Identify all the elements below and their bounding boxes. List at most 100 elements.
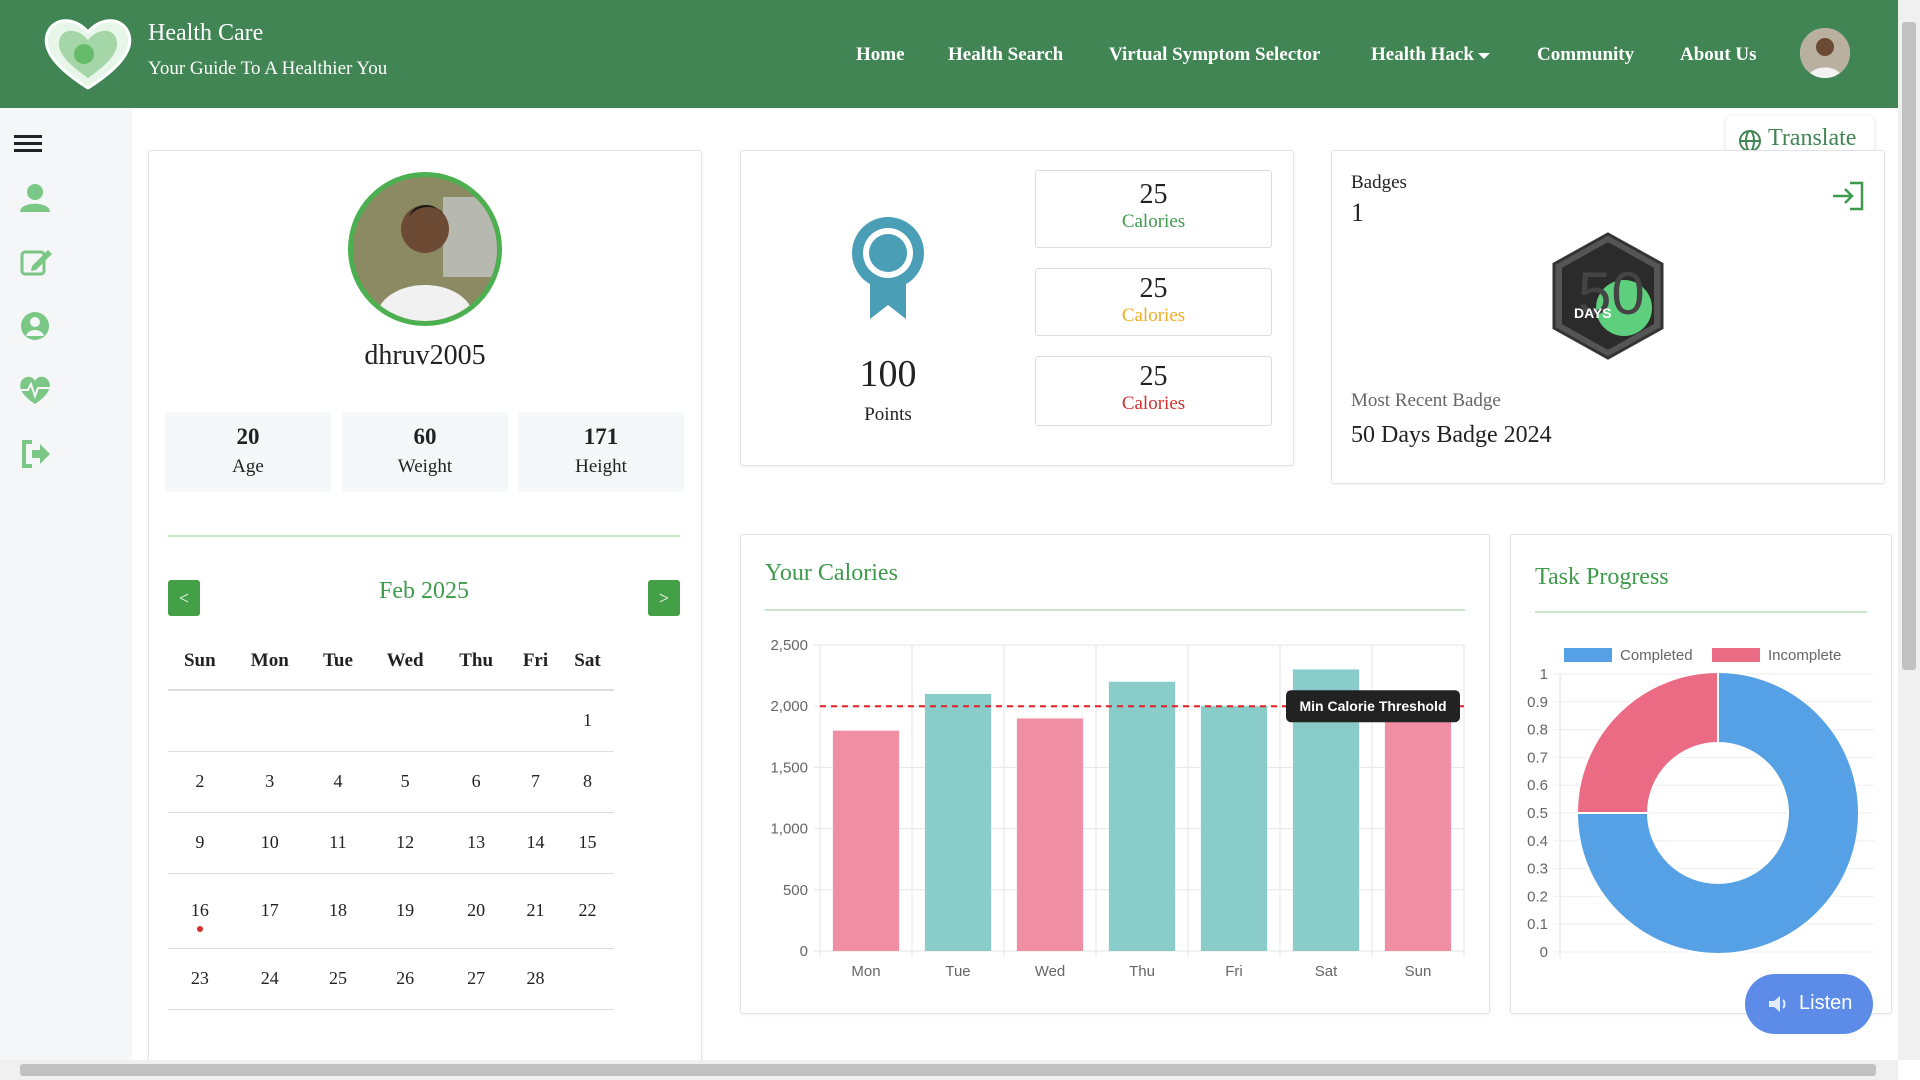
badge-days-text: DAYS (1574, 305, 1612, 321)
nav-virtual-symptom-selector[interactable]: Virtual Symptom Selector (1109, 44, 1321, 65)
calendar-day[interactable]: 28 (510, 948, 561, 1010)
calendar-day[interactable]: 4 (307, 751, 369, 813)
horizontal-scrollbar-thumb[interactable] (20, 1064, 1876, 1076)
stat-height-label: Height (575, 456, 627, 477)
stat-height: 171 Height (518, 412, 684, 492)
calendar-day[interactable]: 23 (168, 948, 232, 1010)
nav-about-us[interactable]: About Us (1680, 44, 1757, 65)
bar (1384, 712, 1452, 951)
sidebar (0, 108, 132, 1060)
stat-weight: 60 Weight (342, 412, 508, 492)
threshold-label: Min Calorie Threshold (1299, 698, 1446, 714)
calendar-day[interactable]: 11 (307, 812, 369, 874)
sign-out-icon[interactable] (14, 432, 58, 476)
top-navbar: Health Care Your Guide To A Healthier Yo… (0, 0, 1898, 108)
y-tick-label: 1,000 (770, 821, 808, 838)
y-tick-label: 0.4 (1527, 833, 1548, 850)
points-label: Points (864, 404, 912, 425)
weekday-header: Sun (168, 632, 232, 691)
brand-title[interactable]: Health Care (148, 20, 264, 46)
y-tick-label: 0.9 (1527, 694, 1548, 711)
calendar-prev-button[interactable]: < (168, 580, 200, 616)
calendar-day[interactable]: 7 (510, 751, 561, 813)
calendar-day-label: 16 (190, 900, 209, 920)
sign-in-icon[interactable] (1830, 180, 1866, 212)
calendar-day[interactable]: 26 (368, 948, 443, 1010)
calorie-label: Calories (1121, 305, 1186, 326)
calendar-day[interactable]: 17 (231, 873, 308, 949)
user-avatar[interactable] (1800, 28, 1850, 78)
edit-icon[interactable] (14, 240, 58, 284)
calendar-day[interactable]: 1 (560, 690, 614, 752)
nav-health-hack[interactable]: Health Hack (1371, 44, 1490, 66)
recent-badge-label: Most Recent Badge (1351, 390, 1501, 411)
horizontal-scrollbar[interactable] (0, 1060, 1898, 1080)
x-tick-label: Wed (1035, 963, 1066, 980)
calendar-day[interactable] (560, 948, 614, 1010)
y-tick-label: 1,500 (770, 759, 808, 776)
bar (1200, 706, 1268, 951)
calendar-day[interactable]: 25 (307, 948, 369, 1010)
x-tick-label: Sun (1405, 963, 1432, 980)
chevron-down-icon (1477, 52, 1490, 59)
profile-divider (168, 535, 680, 537)
calendar-day[interactable]: 19 (368, 873, 443, 949)
user-circle-icon[interactable] (14, 304, 58, 348)
y-tick-label: 0 (800, 943, 808, 960)
bar (1108, 681, 1176, 951)
vertical-scrollbar-thumb[interactable] (1902, 22, 1916, 670)
calendar-day[interactable]: 8 (560, 751, 614, 813)
calendar-day[interactable]: 12 (368, 812, 443, 874)
nav-health-search[interactable]: Health Search (948, 44, 1064, 65)
calendar-day[interactable]: 21 (510, 873, 561, 949)
calendar-day[interactable] (368, 690, 443, 752)
calendar-day[interactable] (510, 690, 561, 752)
calendar-day[interactable]: 5 (368, 751, 443, 813)
bar (832, 730, 900, 951)
menu-icon[interactable] (14, 122, 58, 166)
calendar-table: Sun Mon Tue Wed Thu Fri Sat 1 2 3 4 5 6 … (168, 632, 614, 1010)
y-tick-label: 500 (783, 882, 808, 899)
calendar-day[interactable]: 15 (560, 812, 614, 874)
calendar-day[interactable] (307, 690, 369, 752)
calorie-value: 25 (1139, 179, 1168, 210)
weekday-header: Mon (231, 632, 308, 691)
calendar-day[interactable]: 27 (442, 948, 511, 1010)
event-dot-icon (196, 925, 203, 932)
calorie-card: 25 Calories (1035, 268, 1272, 336)
weekday-header: Sat (560, 632, 614, 691)
y-tick-label: 0 (1540, 944, 1548, 961)
calendar-day[interactable]: 10 (231, 812, 308, 874)
calendar-day-marked[interactable]: 16 (168, 873, 232, 949)
threshold-label-box (1286, 690, 1460, 723)
calendar-day[interactable]: 24 (231, 948, 308, 1010)
bar (924, 693, 992, 951)
badges-title: Badges (1351, 172, 1407, 193)
calendar-day[interactable]: 20 (442, 873, 511, 949)
badges-count: 1 (1351, 198, 1364, 227)
listen-button[interactable]: Listen (1745, 974, 1873, 1034)
calendar-day[interactable] (168, 690, 232, 752)
calendar-day[interactable] (231, 690, 308, 752)
calendar-day[interactable]: 18 (307, 873, 369, 949)
calendar-day[interactable]: 2 (168, 751, 232, 813)
stat-height-value: 171 (583, 424, 619, 449)
heart-logo-icon[interactable] (40, 14, 136, 92)
calendar-day[interactable]: 9 (168, 812, 232, 874)
nav-home[interactable]: Home (856, 44, 905, 65)
weekday-header: Tue (307, 632, 369, 691)
calendar-day[interactable]: 13 (442, 812, 511, 874)
username: dhruv2005 (364, 340, 486, 371)
vertical-scrollbar[interactable] (1898, 0, 1920, 1060)
calendar-day[interactable]: 22 (560, 873, 614, 949)
calendar-day[interactable]: 6 (442, 751, 511, 813)
nav-community[interactable]: Community (1537, 44, 1635, 65)
user-icon[interactable] (14, 176, 58, 220)
calendar-day[interactable]: 14 (510, 812, 561, 874)
bar (1016, 718, 1084, 951)
heartbeat-icon[interactable] (14, 368, 58, 412)
calendar-day[interactable]: 3 (231, 751, 308, 813)
calendar-next-button[interactable]: > (648, 580, 680, 616)
calendar-day[interactable] (442, 690, 511, 752)
y-tick-label: 1 (1540, 666, 1548, 683)
